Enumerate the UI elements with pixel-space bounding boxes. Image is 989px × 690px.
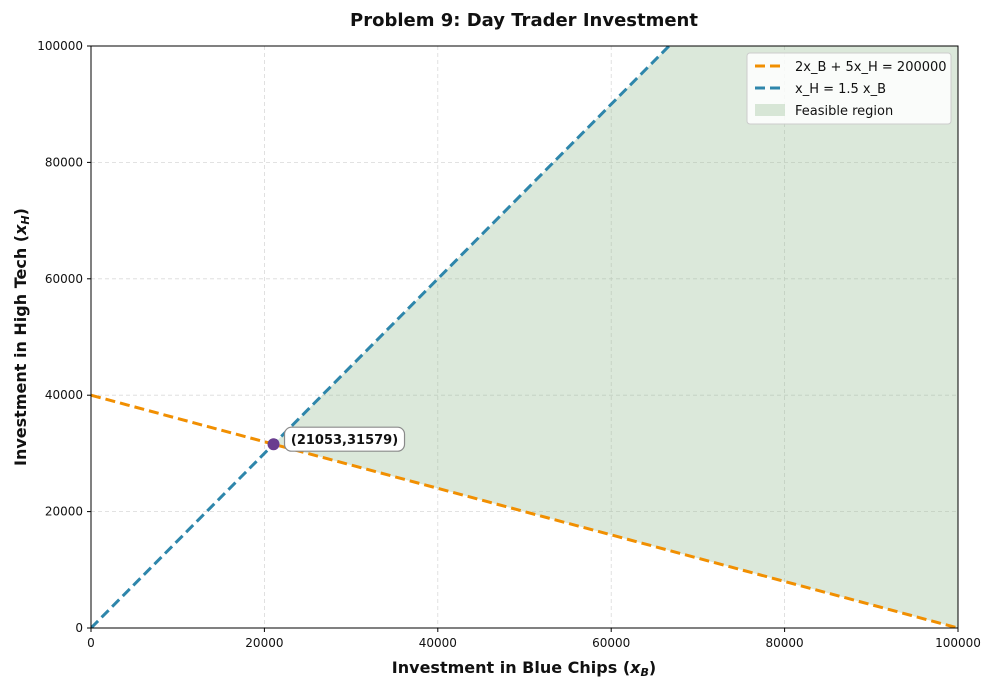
x-tick-label: 20000 — [245, 636, 283, 650]
point-annotation-box — [283, 426, 406, 452]
x-tick-label: 100000 — [935, 636, 981, 650]
legend-label-feasible-region: Feasible region — [795, 104, 893, 119]
legend-box — [746, 52, 952, 125]
y-axis-label: Investment in High Tech (xH) — [11, 208, 32, 466]
chart-title: Problem 9: Day Trader Investment — [350, 10, 698, 31]
legend-label-series-1: 2x_B + 5x_H = 200000 — [795, 60, 947, 75]
x-tick-label: 60000 — [592, 636, 630, 650]
x-tick-label: 80000 — [766, 636, 804, 650]
legend-swatch-feasible-region — [755, 104, 785, 116]
x-tick-label: 0 — [87, 636, 95, 650]
y-tick-label: 0 — [75, 621, 83, 635]
y-tick-label: 40000 — [45, 388, 83, 402]
x-tick-label: 40000 — [419, 636, 457, 650]
legend: 2x_B + 5x_H = 200000 x_H = 1.5 x_B Feasibl… — [746, 52, 952, 125]
y-tick-label: 60000 — [45, 272, 83, 286]
feasible-region — [273, 46, 958, 628]
legend-label-series-2: x_H = 1.5 x_B — [795, 82, 886, 97]
y-tick-label: 100000 — [37, 39, 83, 53]
series-line-2 — [91, 46, 671, 628]
y-tick-label: 20000 — [45, 505, 83, 519]
y-tick-label: 80000 — [45, 155, 83, 169]
point-annotation-label: (21053,31579) — [291, 433, 398, 448]
axes-frame — [90, 45, 959, 629]
intersection-point — [267, 438, 280, 451]
plot-area: (21053,31579) 0 20000 40000 60000 80000 100000… — [37, 39, 981, 650]
x-axis-label: Investment in Blue Chips (xB) — [392, 658, 656, 679]
